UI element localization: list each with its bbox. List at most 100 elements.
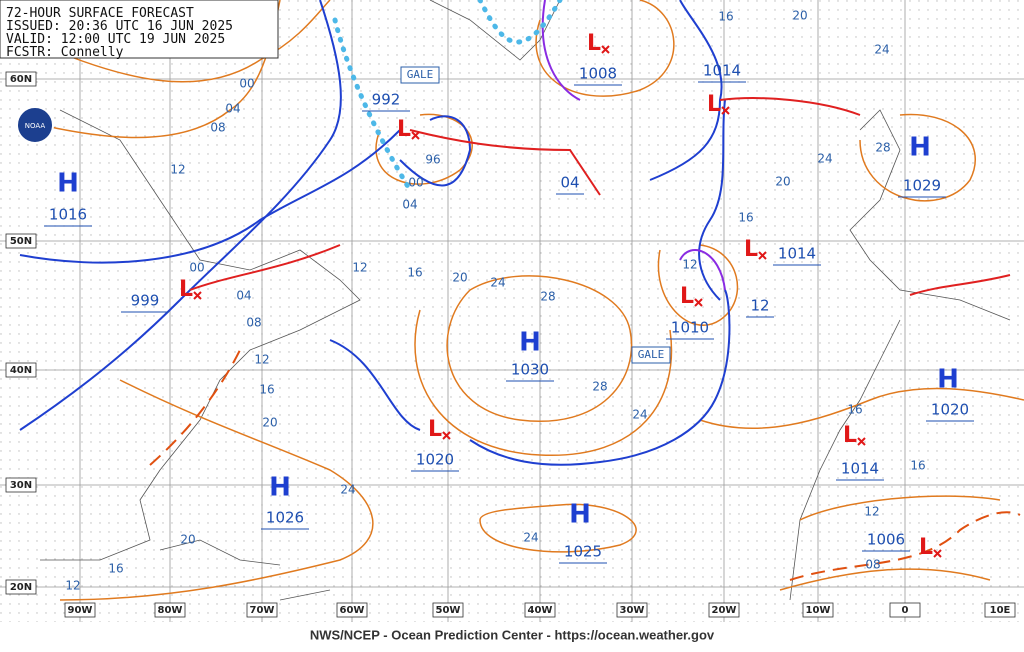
isobar-label: 00 <box>408 176 423 190</box>
isobar-label: 12 <box>65 579 80 593</box>
warning-box <box>631 346 671 364</box>
longitude-box <box>708 602 740 618</box>
pressure-label: 992 <box>372 91 401 109</box>
low-symbol: L <box>428 417 442 442</box>
latitude-label: 40N <box>10 365 32 376</box>
pressure-label: 1016 <box>49 206 87 224</box>
longitude-box <box>154 602 186 618</box>
low-symbol: L <box>680 284 694 309</box>
header-title: 72-HOUR SURFACE FORECAST <box>6 6 194 21</box>
header-forecaster: FCSTR: Connelly <box>6 45 124 60</box>
latitude-box <box>5 233 37 249</box>
isobar-label: 96 <box>425 153 440 167</box>
isobar-label: 24 <box>340 483 355 497</box>
warning-label: GALE <box>407 68 434 81</box>
longitude-label: 40W <box>528 605 553 616</box>
isobar-label: 12 <box>254 353 269 367</box>
isobar-label: 08 <box>246 316 261 330</box>
high-symbol: H <box>57 169 79 199</box>
low-symbol: L <box>397 117 411 142</box>
high-symbol: H <box>909 133 931 163</box>
isobar-label: 24 <box>523 531 538 545</box>
latitude-box <box>5 362 37 378</box>
longitude-label: 20W <box>712 605 737 616</box>
isobar-label: 28 <box>540 290 555 304</box>
longitude-label: 10E <box>990 605 1011 616</box>
longitude-label: 80W <box>158 605 183 616</box>
isobar-label: 12 <box>864 505 879 519</box>
isobar-label: 20 <box>262 416 277 430</box>
low-x <box>411 131 420 140</box>
longitude-box <box>246 602 278 618</box>
isobar-label: 16 <box>407 266 422 280</box>
isobar-label: 28 <box>592 380 607 394</box>
longitude-box <box>984 602 1016 618</box>
isobar-label: 16 <box>718 10 733 24</box>
latitude-label: 60N <box>10 74 32 85</box>
isobar-label: 24 <box>874 43 889 57</box>
longitude-box <box>432 602 464 618</box>
latitude-box <box>5 477 37 493</box>
low-symbol: L <box>587 31 601 56</box>
isobar-label: 00 <box>239 77 254 91</box>
noaa-logo-text: NOAA <box>25 122 46 130</box>
forecast-pressure: 12 <box>750 297 769 315</box>
isobar-label: 20 <box>792 9 807 23</box>
latitude-box <box>5 71 37 87</box>
footer-band <box>0 622 1024 652</box>
isobar-label: 12 <box>682 258 697 272</box>
longitude-label: 50W <box>436 605 461 616</box>
pressure-label: 1020 <box>416 451 454 469</box>
graticule <box>0 0 1024 622</box>
isobar-label: 04 <box>402 198 417 212</box>
high-symbol: H <box>269 473 291 503</box>
isobar-label: 12 <box>170 163 185 177</box>
low-symbol: L <box>919 535 933 560</box>
pressure-label: 1014 <box>841 460 879 478</box>
isobar-label: 00 <box>189 261 204 275</box>
warning-label: GALE <box>638 348 665 361</box>
low-x <box>193 291 202 300</box>
pressure-label: 1025 <box>564 543 602 561</box>
longitude-label: 10W <box>806 605 831 616</box>
warning-box <box>400 66 440 84</box>
isobar-label: 16 <box>847 403 862 417</box>
header-box <box>0 0 279 59</box>
low-symbol: L <box>744 237 758 262</box>
pressure-label: 1010 <box>671 319 709 337</box>
longitude-box <box>802 602 834 618</box>
pressure-label: 1008 <box>579 65 617 83</box>
low-x <box>601 45 610 54</box>
high-symbol: H <box>937 365 959 395</box>
longitude-label: 70W <box>250 605 275 616</box>
footer: NWS/NCEP - Ocean Prediction Center - htt… <box>310 627 715 642</box>
pressure-label: 999 <box>131 292 160 310</box>
isobar-label: 08 <box>865 558 880 572</box>
isobars <box>19 0 1024 601</box>
isobar-label: 04 <box>236 289 251 303</box>
isobar-label: 20 <box>452 271 467 285</box>
isobar-label: 08 <box>210 121 225 135</box>
high-symbol: H <box>519 328 541 358</box>
pressure-label: 1026 <box>266 509 304 527</box>
isobar-label: 24 <box>490 276 505 290</box>
longitude-box <box>64 602 96 618</box>
pressure-label: 1006 <box>867 531 905 549</box>
header-issued: ISSUED: 20:36 UTC 16 JUN 2025 <box>6 19 233 34</box>
low-x <box>721 106 730 115</box>
latitude-label: 50N <box>10 236 32 247</box>
pressure-label: 1029 <box>903 177 941 195</box>
isobar-label: 16 <box>259 383 274 397</box>
isobar-label: 16 <box>910 459 925 473</box>
forecast-pressure: 04 <box>560 174 579 192</box>
low-x <box>857 437 866 446</box>
longitude-label: 30W <box>620 605 645 616</box>
low-symbol: L <box>707 92 721 117</box>
isobar-label: 04 <box>225 102 240 116</box>
fronts <box>19 0 1021 581</box>
longitude-box <box>336 602 368 618</box>
latitude-box <box>5 579 37 595</box>
low-symbol: L <box>843 423 857 448</box>
longitude-box <box>616 602 648 618</box>
